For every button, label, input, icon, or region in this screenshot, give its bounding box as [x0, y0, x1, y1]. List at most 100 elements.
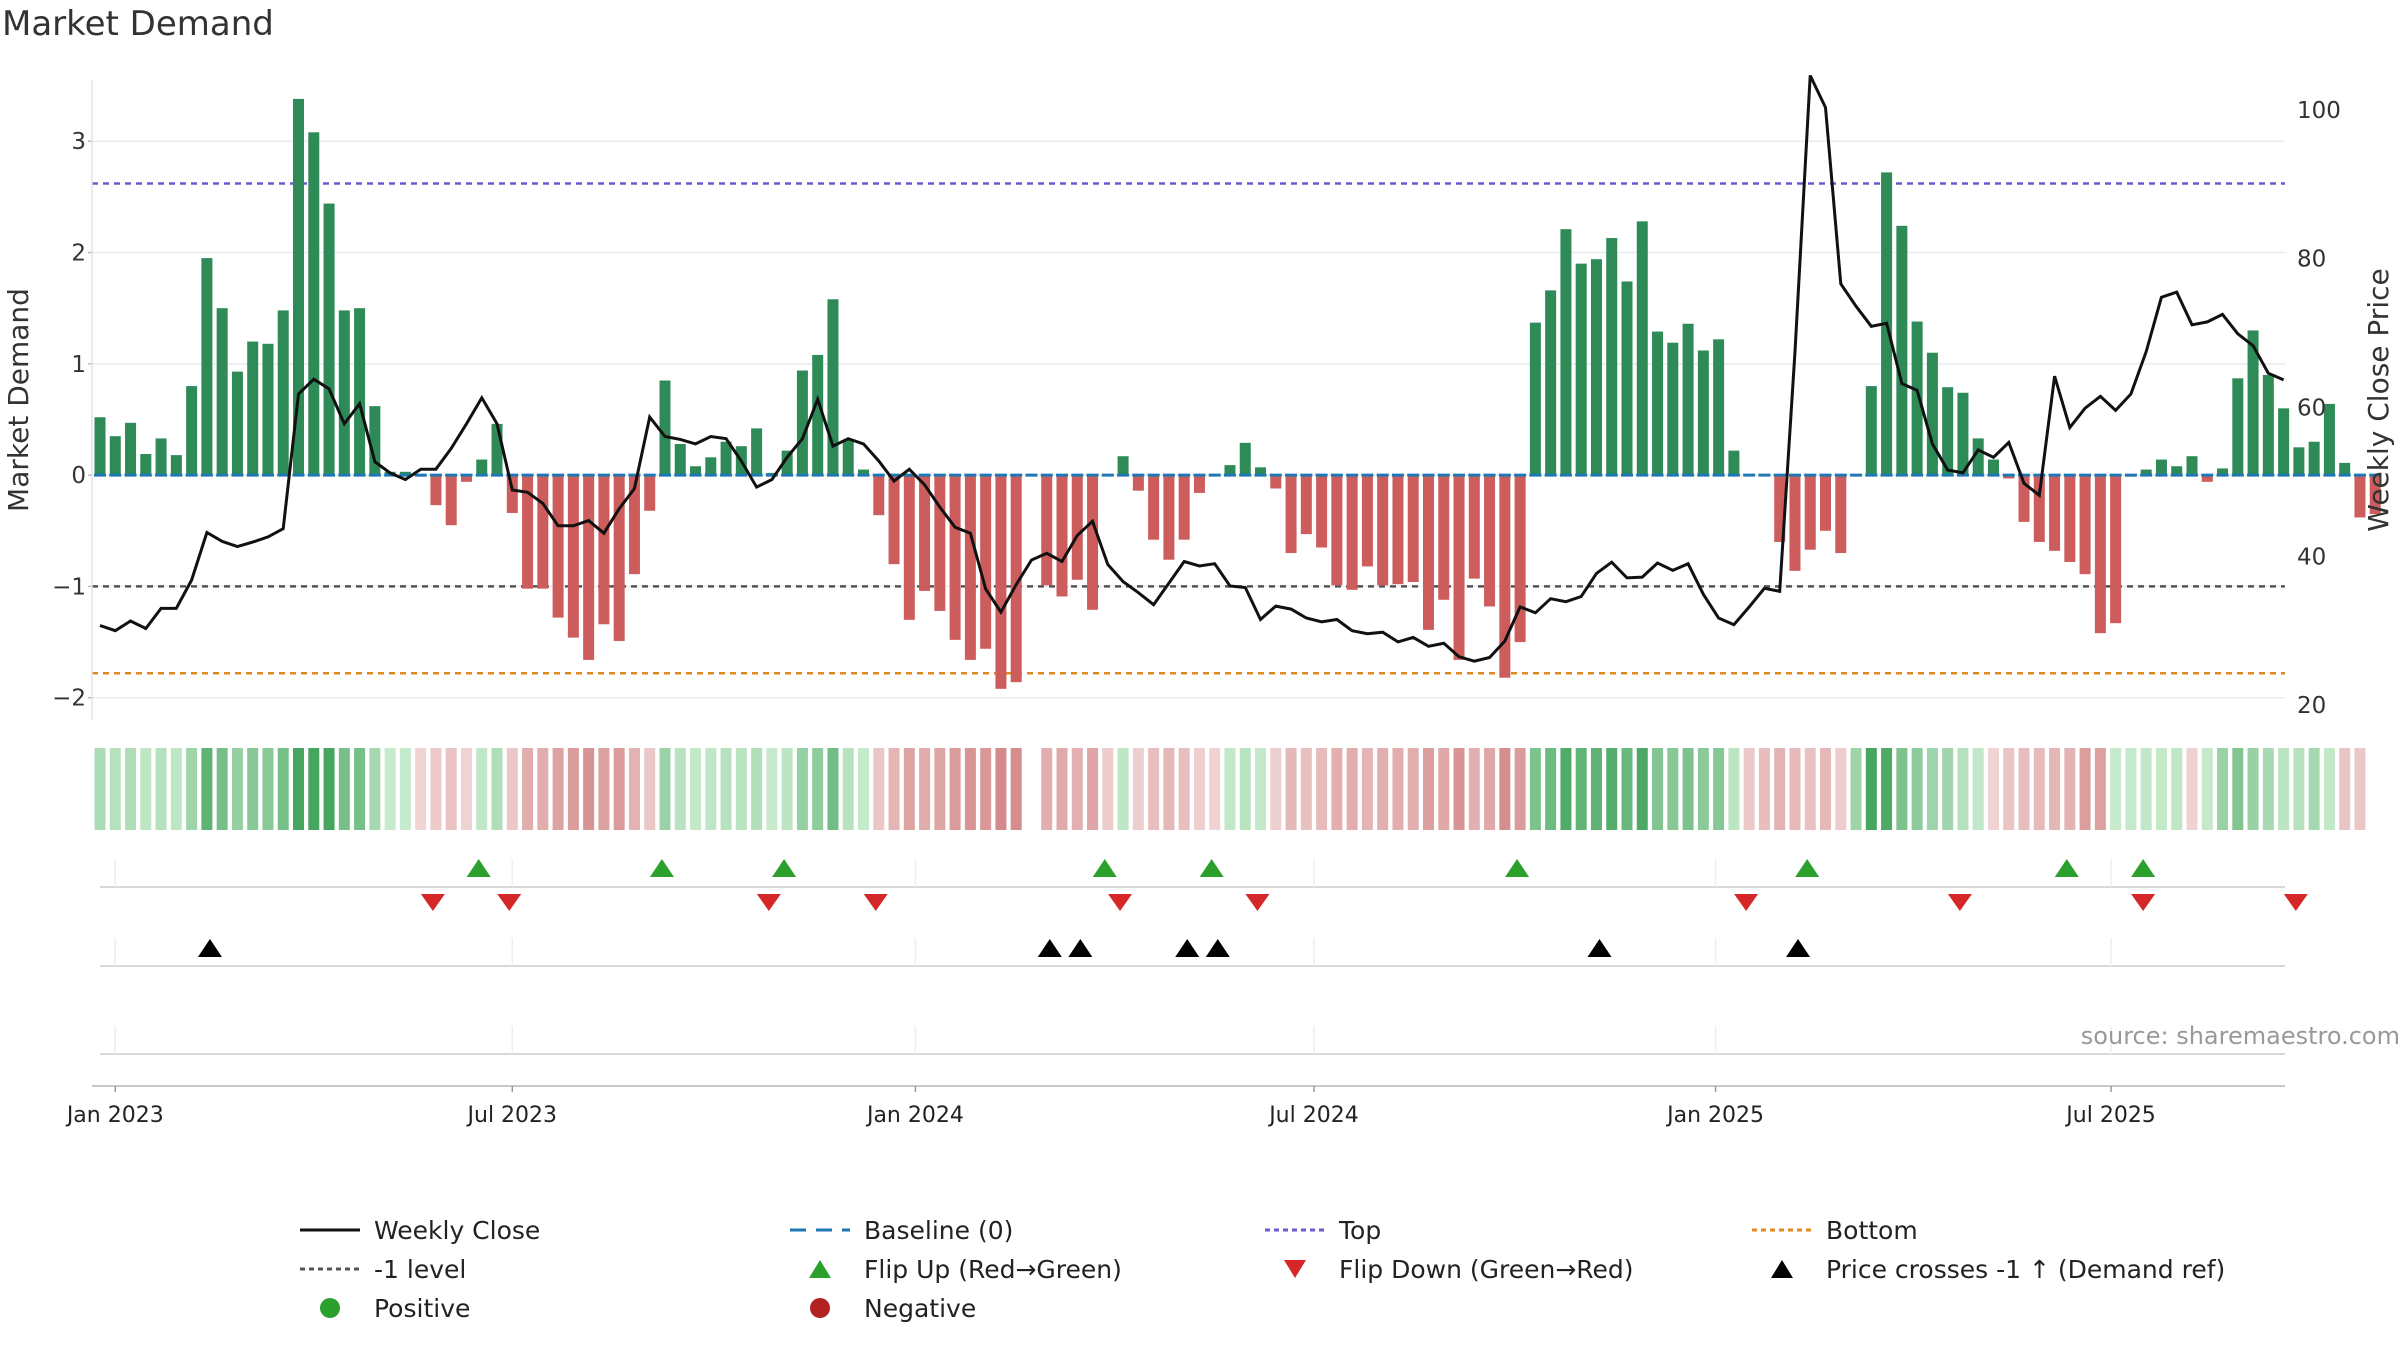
heat-cell-positive	[659, 748, 671, 830]
minus-one-line-swatch	[300, 1267, 360, 1271]
heat-cell-negative	[934, 748, 946, 830]
heat-cell-positive	[1117, 748, 1129, 830]
heat-cell-negative	[2049, 748, 2061, 830]
legend: Weekly Close Baseline (0) Top Bottom -1 …	[300, 1212, 2250, 1332]
demand-bar-negative	[1178, 475, 1190, 540]
heat-cell-negative	[1193, 748, 1205, 830]
demand-bar-negative	[980, 475, 992, 649]
heat-cell-negative	[2064, 748, 2076, 830]
legend-label-baseline: Baseline (0)	[864, 1215, 1014, 1245]
heat-cell-positive	[1239, 748, 1251, 830]
demand-bar-negative	[2079, 475, 2091, 575]
demand-bar-positive	[1545, 290, 1557, 476]
heat-cell-negative	[1209, 748, 1221, 830]
heat-cell-positive	[674, 748, 686, 830]
heat-cell-positive	[476, 748, 488, 830]
demand-bar-negative	[2003, 475, 2015, 479]
demand-bar-positive	[2308, 441, 2320, 476]
left-tick-label: 2	[71, 241, 86, 267]
heat-cell-negative	[415, 748, 427, 830]
heat-cell-negative	[2339, 748, 2351, 830]
demand-bar-positive	[690, 466, 702, 476]
heat-cell-positive	[2293, 748, 2305, 830]
heat-cell-negative	[1377, 748, 1389, 830]
heat-cell-negative	[1102, 748, 1114, 830]
demand-bar-positive	[1972, 438, 1984, 476]
heat-cell-negative	[522, 748, 534, 830]
flip-up-triangle-icon	[809, 1260, 831, 1278]
demand-bar-positive	[674, 443, 686, 476]
demand-bar-positive	[751, 428, 763, 476]
heat-cell-negative	[1774, 748, 1786, 830]
demand-bar-positive	[476, 459, 488, 476]
demand-bar-negative	[2018, 475, 2030, 522]
demand-bar-positive	[2262, 374, 2274, 476]
heat-cell-positive	[170, 748, 182, 830]
demand-bar-positive	[338, 310, 350, 476]
demand-bar-positive	[1575, 263, 1587, 476]
demand-bar-positive	[1697, 350, 1709, 476]
flip-down-marker	[1734, 894, 1759, 911]
left-tick-label: 1	[71, 352, 86, 378]
heat-cell-positive	[308, 748, 320, 830]
demand-bar-positive	[1621, 281, 1633, 476]
demand-bar-negative	[1484, 475, 1496, 607]
demand-bar-positive	[781, 450, 793, 476]
demand-bar-negative	[1361, 475, 1373, 567]
legend-item-flip-down: Flip Down (Green→Red)	[1265, 1251, 1634, 1287]
demand-bar-positive	[231, 371, 243, 476]
flip-down-marker	[2283, 894, 2308, 911]
demand-bar-positive	[2293, 447, 2305, 476]
heat-cell-positive	[1697, 748, 1709, 830]
flip-up-marker	[772, 859, 797, 877]
heat-cell-negative	[628, 748, 640, 830]
heat-cell-negative	[1392, 748, 1404, 830]
weekly-close-line	[99, 74, 2285, 663]
demand-bar-negative	[522, 475, 534, 589]
heat-cell-negative	[460, 748, 472, 830]
demand-bar-positive	[2278, 408, 2290, 476]
heat-cell-positive	[262, 748, 274, 830]
demand-bar-negative	[964, 475, 976, 660]
heat-cell-negative	[964, 748, 976, 830]
heat-cell-negative	[995, 748, 1007, 830]
demand-bar-negative	[934, 475, 946, 611]
heat-cell-positive	[186, 748, 198, 830]
legend-label-positive: Positive	[374, 1293, 471, 1323]
heat-cell-positive	[2201, 748, 2213, 830]
heat-cell-positive	[2232, 748, 2244, 830]
demand-bar-positive	[201, 258, 213, 476]
heat-cell-negative	[1163, 748, 1175, 830]
demand-bar-positive	[2232, 378, 2244, 476]
heat-cell-positive	[735, 748, 747, 830]
legend-item-close: Weekly Close	[300, 1212, 540, 1248]
heat-cell-positive	[2140, 748, 2152, 830]
demand-bar-positive	[1667, 342, 1679, 476]
flip-up-marker	[1795, 859, 1820, 877]
heat-cell-positive	[720, 748, 732, 830]
price-cross-triangle-icon	[1771, 1260, 1793, 1278]
heat-cell-negative	[506, 748, 518, 830]
heat-cell-negative	[1361, 748, 1373, 830]
flip-down-triangle-icon	[1284, 1260, 1306, 1278]
demand-bar-positive	[399, 471, 411, 476]
x-tick-label: Jan 2023	[65, 1103, 164, 1128]
demand-bar-negative	[506, 475, 518, 513]
demand-bar-negative	[2064, 475, 2076, 562]
heat-cell-positive	[1682, 748, 1694, 830]
heat-cell-positive	[1606, 748, 1618, 830]
heat-cell-negative	[919, 748, 931, 830]
demand-bar-negative	[552, 475, 564, 618]
flip-down-marker	[420, 894, 445, 911]
heat-cell-negative	[1758, 748, 1770, 830]
demand-bar-negative	[1774, 475, 1786, 542]
heat-cell-negative	[613, 748, 625, 830]
demand-bar-negative	[1346, 475, 1358, 590]
demand-bar-negative	[460, 475, 472, 482]
heat-cell-positive	[1560, 748, 1572, 830]
heat-cell-positive	[796, 748, 808, 830]
flip-down-marker	[1245, 894, 1270, 911]
heat-cell-positive	[1255, 748, 1267, 830]
demand-bar-positive	[170, 455, 182, 476]
demand-bar-positive	[109, 436, 121, 476]
